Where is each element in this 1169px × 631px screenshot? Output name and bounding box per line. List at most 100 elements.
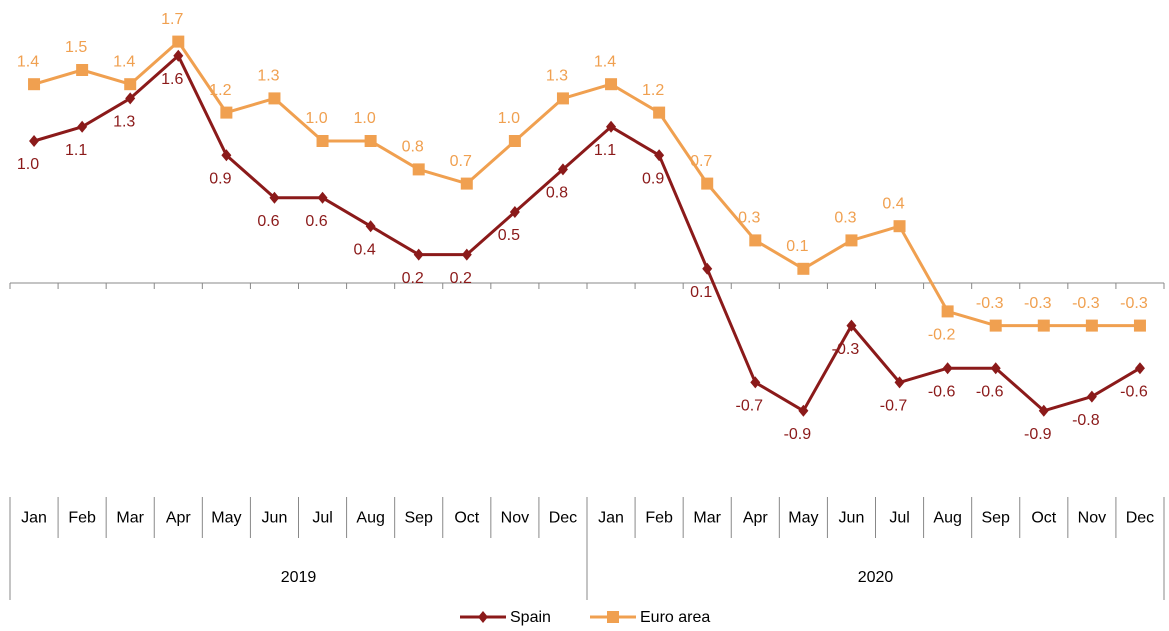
point-marker [77,120,88,133]
point-marker [653,106,666,119]
data-label: -0.7 [736,398,764,415]
data-label: 1.3 [113,114,135,131]
x-group-label: 2019 [281,569,317,586]
point-marker [557,163,568,176]
x-tick-label: Nov [501,510,529,527]
x-group-label: 2020 [858,569,894,586]
x-tick-label: Sep [404,510,433,527]
data-label: 1.6 [161,71,183,88]
point-marker [173,49,184,62]
data-label: 0.9 [209,170,231,187]
data-label: 1.4 [17,53,39,70]
point-marker [124,78,137,91]
data-label: 0.3 [834,210,856,227]
point-marker [509,206,520,218]
point-marker [125,92,136,105]
series-line [33,40,1140,328]
data-label: 0.2 [450,270,472,287]
data-label: 0.6 [257,213,279,230]
x-tick-label: May [211,510,241,527]
point-marker [894,376,905,389]
point-marker [460,177,473,190]
point-marker [316,135,329,147]
x-tick-label: Jan [21,510,47,527]
data-label: -0.9 [784,426,812,443]
point-marker [1133,319,1146,332]
point-marker [989,319,1002,332]
point-marker [508,135,521,147]
point-marker [221,149,232,162]
point-marker [607,611,619,623]
point-marker [556,92,569,105]
x-tick-label: Mar [693,510,721,527]
point-marker [317,191,328,204]
data-label: 0.8 [402,139,424,156]
data-label: 0.4 [354,241,376,258]
x-tick-label: Apr [743,510,769,527]
point-marker [606,120,617,133]
data-label: 1.7 [161,11,183,28]
point-marker [605,78,618,91]
point-marker [413,248,424,261]
data-label: 0.7 [690,153,712,170]
x-tick-label: Apr [166,510,192,527]
data-label: 1.5 [65,39,87,56]
data-label: -0.2 [928,327,956,344]
data-label: 0.1 [690,284,712,301]
x-tick-label: Aug [933,510,961,527]
data-label: 1.0 [17,156,39,173]
point-marker [1085,319,1098,332]
point-marker [701,177,714,190]
point-marker [1086,390,1097,403]
data-label: 1.1 [594,142,616,159]
data-label: 1.2 [642,82,664,99]
x-tick-label: Jul [312,510,332,527]
point-marker [269,191,280,204]
point-marker [1038,404,1049,417]
data-label: 0.4 [882,195,904,212]
data-label: -0.6 [1120,383,1148,400]
legend-label: Euro area [640,609,710,626]
x-tick-label: May [788,510,818,527]
data-label: -0.3 [1072,295,1100,312]
x-tick-label: Jun [839,510,865,527]
point-marker [846,319,857,332]
x-tick-label: Dec [549,510,577,527]
data-label: -0.8 [1072,412,1100,429]
data-label: -0.9 [1024,426,1052,443]
point-marker [365,220,376,233]
series-line [33,54,1141,413]
data-label: 1.0 [498,110,520,127]
x-tick-label: Oct [1031,510,1056,527]
point-marker [28,78,41,91]
x-tick-label: Nov [1078,510,1106,527]
x-tick-label: Jun [262,510,288,527]
x-tick-label: Mar [116,510,144,527]
point-marker [797,262,810,275]
data-label: 0.3 [738,210,760,227]
data-label: 1.1 [65,142,87,159]
data-label: -0.3 [1024,295,1052,312]
point-marker [172,35,185,48]
data-label: 1.4 [594,53,616,70]
point-marker [893,220,906,233]
x-tick-label: Feb [68,510,96,527]
data-label: -0.3 [1120,295,1148,312]
data-label: 0.8 [546,185,568,202]
x-tick-label: Dec [1126,510,1154,527]
point-marker [654,149,665,162]
x-tick-label: Jul [889,510,909,527]
point-marker [990,362,1001,375]
legend-label: Spain [510,609,551,626]
point-marker [478,611,488,623]
data-label: -0.6 [976,383,1004,400]
point-marker [268,92,281,105]
data-label: 0.2 [402,270,424,287]
point-marker [845,234,858,247]
data-label: -0.6 [928,383,956,400]
data-label: 1.0 [305,110,327,127]
point-marker [749,234,762,247]
data-label: 0.6 [305,213,327,230]
point-marker [76,64,89,76]
